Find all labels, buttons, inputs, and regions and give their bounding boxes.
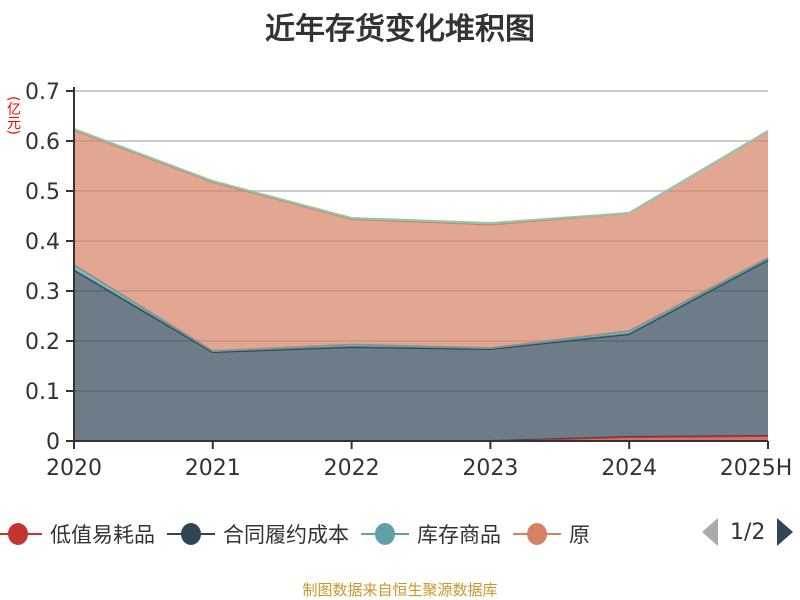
legend-item[interactable]: 库存商品: [361, 519, 501, 549]
x-tick-label: 2022: [324, 456, 380, 481]
y-tick-label: 0.4: [25, 230, 60, 255]
area-1: [74, 260, 768, 441]
legend-item[interactable]: 合同履约成本: [167, 519, 349, 549]
circle-icon: [527, 523, 547, 545]
data-source: 制图数据来自恒生聚源数据库: [302, 581, 498, 599]
legend-item[interactable]: 低值易耗品: [0, 519, 155, 549]
circle-icon: [375, 523, 395, 545]
legend-item[interactable]: 原材料: [513, 519, 591, 549]
legend-label: 低值易耗品: [50, 523, 155, 547]
stacked-area-chart: 0 0.1 0.2 0.3 0.4 0.5 0.6 0.7 2020 2021 2022 2023 20…: [25, 80, 793, 481]
series-line-4: [73, 128, 769, 225]
x-tick-label: 2023: [462, 456, 518, 481]
legend-label: 库存商品: [417, 523, 501, 547]
y-tick-label: 0: [46, 430, 60, 455]
y-tick-label: 0.1: [25, 380, 60, 405]
x-tick-label: 2020: [46, 456, 102, 481]
y-tick-label: 0.5: [25, 180, 60, 205]
y-axis-unit: (亿元): [5, 96, 21, 135]
next-page-icon[interactable]: [777, 518, 794, 546]
legend: 低值易耗品 合同履约成本 库存商品 原材料: [0, 520, 603, 548]
area-3: [74, 130, 768, 351]
x-tick-label: 2025H: [720, 456, 793, 481]
legend-pager: 1/2: [702, 518, 794, 546]
legend-label: 合同履约成本: [223, 523, 349, 547]
legend-label: 原材料: [569, 523, 591, 547]
prev-page-icon[interactable]: [702, 518, 718, 546]
x-tick-label: 2021: [185, 456, 241, 481]
circle-icon: [181, 523, 201, 545]
legend-page-indicator: 1/2: [730, 519, 766, 545]
y-tick-label: 0.6: [25, 130, 60, 155]
y-tick-label: 0.2: [25, 330, 60, 355]
y-tick-label: 0.7: [25, 80, 60, 105]
x-tick-label: 2024: [601, 456, 657, 481]
area-0: [74, 436, 768, 441]
chart-title: 近年存货变化堆积图: [265, 12, 535, 47]
circle-icon: [8, 523, 28, 545]
y-tick-label: 0.3: [25, 280, 60, 305]
